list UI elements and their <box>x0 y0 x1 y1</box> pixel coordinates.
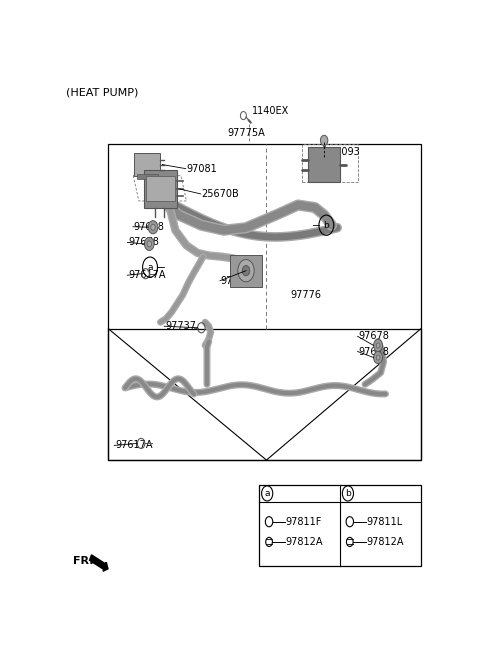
Text: b: b <box>345 489 351 498</box>
Circle shape <box>148 220 158 234</box>
Text: 97775A: 97775A <box>228 128 265 138</box>
Text: 97081: 97081 <box>186 163 217 174</box>
Bar <box>108 329 421 460</box>
Bar <box>259 485 421 566</box>
Text: 97678: 97678 <box>133 222 165 232</box>
Bar <box>146 176 175 201</box>
Text: 97737: 97737 <box>165 321 196 331</box>
Bar <box>144 170 177 208</box>
Bar <box>309 147 340 182</box>
Text: 97252: 97252 <box>221 276 252 286</box>
Text: 97617A: 97617A <box>115 440 153 451</box>
Circle shape <box>376 355 380 360</box>
Bar <box>108 144 421 460</box>
Bar <box>230 255 262 287</box>
Text: 1140EX: 1140EX <box>252 106 289 115</box>
Text: 97812A: 97812A <box>367 537 404 547</box>
Text: 97812A: 97812A <box>286 537 324 547</box>
Text: 97776: 97776 <box>290 290 321 300</box>
Circle shape <box>376 343 380 348</box>
Text: a: a <box>264 489 270 498</box>
Circle shape <box>242 266 250 276</box>
Circle shape <box>373 339 383 352</box>
Text: b: b <box>324 220 329 230</box>
Bar <box>134 154 160 176</box>
Circle shape <box>321 135 328 146</box>
Text: a: a <box>147 262 153 272</box>
Text: 97678: 97678 <box>128 237 159 247</box>
Text: 97678: 97678 <box>359 331 389 341</box>
Text: 97811F: 97811F <box>286 517 322 527</box>
Circle shape <box>151 224 155 230</box>
Text: (HEAT PUMP): (HEAT PUMP) <box>66 88 138 98</box>
Circle shape <box>144 237 154 251</box>
Bar <box>137 174 158 178</box>
Circle shape <box>238 260 254 282</box>
Text: 25670B: 25670B <box>202 189 239 199</box>
Text: 97093: 97093 <box>330 147 360 157</box>
Text: 97678: 97678 <box>359 348 389 358</box>
FancyArrow shape <box>90 555 108 571</box>
Bar <box>302 144 358 182</box>
Circle shape <box>373 352 383 363</box>
Text: 97811L: 97811L <box>367 517 403 527</box>
Text: FR.: FR. <box>73 556 94 566</box>
Text: 97617A: 97617A <box>128 270 166 280</box>
Circle shape <box>147 241 152 247</box>
